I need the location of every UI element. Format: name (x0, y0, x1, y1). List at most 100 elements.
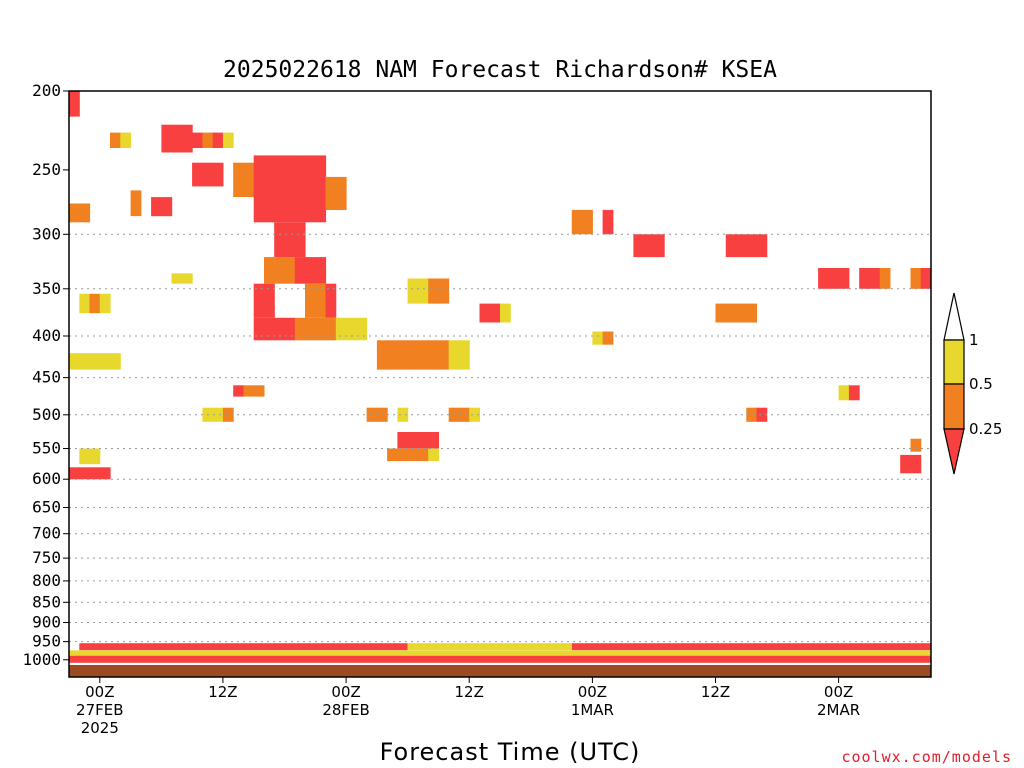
heatmap-cell (222, 407, 234, 422)
heatmap-cell (407, 340, 419, 370)
x-tick-label: 1MAR (571, 701, 614, 719)
heatmap-cell (346, 317, 357, 341)
heatmap-cell (253, 155, 265, 223)
heatmap-cell (253, 317, 265, 341)
heatmap-cell (325, 176, 337, 210)
y-tick-label: 850 (32, 592, 61, 611)
heatmap-cell (151, 197, 162, 217)
heatmap-cell (202, 162, 214, 187)
heatmap-cell (305, 317, 316, 341)
x-tick-label: 2025 (81, 719, 119, 737)
grid-lines (69, 233, 931, 643)
heatmap-cell (264, 257, 275, 284)
heatmap-cells (69, 91, 932, 677)
heatmap-cell (459, 340, 470, 370)
heatmap-cell (294, 317, 306, 341)
heatmap-cell (407, 448, 419, 462)
heatmap-cell (869, 268, 881, 289)
heatmap-cell (653, 234, 665, 258)
y-tick-label: 750 (32, 548, 61, 567)
y-tick-label: 1000 (22, 650, 61, 669)
heatmap-cell (212, 407, 224, 422)
heatmap-cell (397, 448, 409, 462)
boundary-layer-band (69, 650, 931, 658)
heatmap-cell (274, 317, 285, 341)
y-tick-label: 300 (32, 224, 61, 243)
heatmap-cell (335, 176, 347, 210)
heatmap-cell (294, 222, 306, 258)
x-tick-label: 28FEB (322, 701, 369, 719)
y-tick-label: 250 (32, 160, 61, 179)
heatmap-cell (838, 268, 850, 289)
x-tick-label: 00Z (824, 683, 853, 701)
heatmap-cell (500, 303, 511, 323)
heatmap-cell (315, 317, 327, 341)
heatmap-cell (284, 222, 296, 258)
y-tick-label: 650 (32, 498, 61, 517)
x-tick-label: 2MAR (817, 701, 860, 719)
heatmap-cell (253, 385, 265, 397)
heatmap-cell (489, 303, 501, 323)
heatmap-cell (161, 197, 173, 217)
boundary-layer-band (407, 643, 572, 651)
colorbar-legend: 1 0.5 0.25 (943, 292, 1002, 475)
x-tick-label: 00Z (85, 683, 114, 701)
heatmap-cell (397, 407, 409, 422)
heatmap-cell (212, 162, 224, 187)
heatmap-cell (376, 340, 388, 370)
heatmap-cell (79, 203, 91, 223)
heatmap-cell (79, 293, 91, 314)
heatmap-cell (725, 234, 737, 258)
heatmap-cell (910, 438, 922, 452)
boundary-layer-band (79, 643, 408, 651)
heatmap-cell (110, 353, 121, 370)
heatmap-cell (746, 234, 758, 258)
y-tick-label: 350 (32, 279, 61, 298)
heatmap-cell (643, 234, 655, 258)
heatmap-cell (920, 268, 932, 289)
heatmap-cell (366, 407, 378, 422)
y-tick-label: 900 (32, 613, 61, 632)
heatmap-cell (202, 132, 214, 148)
heatmap-cell (602, 331, 614, 345)
heatmap-cell (725, 303, 737, 323)
heatmap-cell (89, 353, 101, 370)
heatmap-cell (294, 155, 306, 223)
heatmap-cell (479, 303, 491, 323)
heatmap-cell (428, 278, 439, 304)
heatmap-cell (828, 268, 840, 289)
legend-arrow-top (943, 292, 965, 341)
heatmap-cell (181, 124, 193, 153)
x-tick-label: 12Z (455, 683, 484, 701)
heatmap-cell (69, 353, 80, 370)
heatmap-cell (264, 317, 275, 341)
heatmap-cell (181, 273, 193, 284)
credit-text: coolwx.com/models (841, 748, 1012, 766)
heatmap-cell (900, 454, 911, 474)
heatmap-cell (192, 162, 203, 187)
heatmap-cell (233, 162, 244, 197)
heatmap-cell (99, 293, 111, 314)
heatmap-cell (910, 268, 922, 289)
y-axis: 200 250 300 350 400 450 500 550 600 650 700 750 800 8… (22, 81, 69, 669)
heatmap-cell (582, 209, 593, 235)
heatmap-cell (294, 257, 306, 284)
heatmap-cell (274, 222, 285, 258)
heatmap-cell (79, 467, 91, 480)
heatmap-cell (859, 268, 870, 289)
heatmap-cell (438, 278, 450, 304)
heatmap-cell (243, 385, 255, 397)
heatmap-cell (417, 448, 429, 462)
heatmap-cell (243, 162, 255, 197)
heatmap-cell (305, 283, 316, 318)
heatmap-cell (736, 234, 747, 258)
boundary-layer-band (69, 655, 931, 663)
y-tick-label: 400 (32, 326, 61, 345)
heatmap-cell (89, 467, 101, 480)
legend-label: 0.5 (969, 375, 993, 393)
heatmap-cell (274, 155, 285, 223)
y-tick-label: 550 (32, 439, 61, 458)
heatmap-cell (222, 132, 234, 148)
heatmap-cell (818, 268, 829, 289)
